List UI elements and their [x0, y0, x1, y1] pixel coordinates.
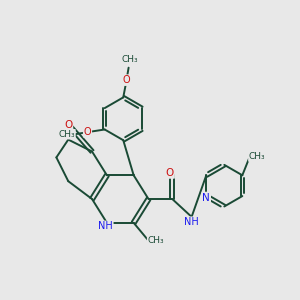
Text: O: O [122, 75, 130, 85]
Text: CH₃: CH₃ [148, 236, 164, 245]
Text: N: N [202, 193, 210, 202]
Text: O: O [64, 120, 72, 130]
Text: CH₃: CH₃ [58, 130, 75, 139]
Text: O: O [84, 127, 91, 137]
Text: O: O [166, 168, 174, 178]
Text: CH₃: CH₃ [249, 152, 266, 161]
Text: NH: NH [98, 221, 113, 231]
Text: NH: NH [184, 217, 199, 227]
Text: CH₃: CH₃ [122, 55, 138, 64]
